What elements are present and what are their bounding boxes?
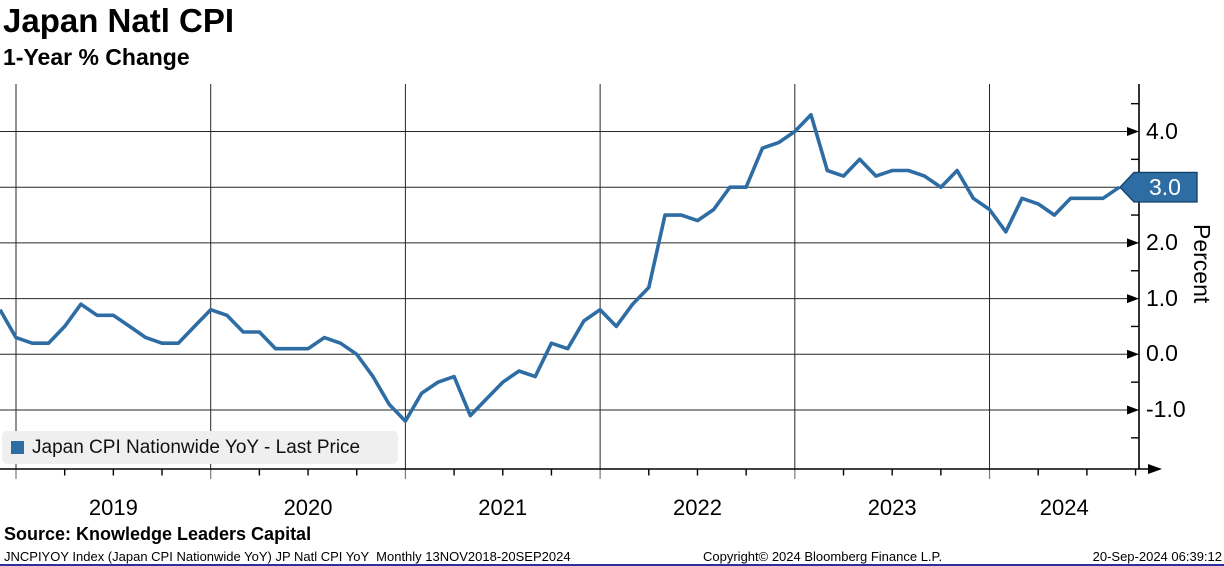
y-gridline-arrow (1127, 127, 1139, 136)
x-tick-label: 2024 (1039, 495, 1089, 520)
y-tick-label: 2.0 (1146, 228, 1178, 255)
legend-swatch-icon (11, 441, 24, 454)
chart-subtitle: 1-Year % Change (3, 44, 190, 70)
x-tick-label: 2021 (478, 495, 528, 520)
y-gridline-arrow (1127, 405, 1139, 415)
x-tick-label: 2022 (672, 495, 722, 520)
footer-copyright: Copyright© 2024 Bloomberg Finance L.P. (703, 549, 943, 564)
footer-meta: JNCPIYOY Index (Japan CPI Nationwide YoY… (4, 549, 571, 564)
y-gridline-arrow (1127, 294, 1139, 304)
legend: Japan CPI Nationwide YoY - Last Price (2, 431, 398, 464)
last-price-badge-shape (1119, 171, 1198, 203)
x-tick-label: 2019 (88, 495, 138, 520)
chart-title: Japan Natl CPI (3, 2, 235, 39)
x-tick-label: 2020 (283, 495, 333, 520)
last-price-badge: 3.0 (1149, 174, 1181, 201)
y-tick-label: 4.0 (1146, 117, 1178, 144)
y-axis-title: Percent (1189, 224, 1215, 304)
x-tick-label: 2023 (867, 495, 917, 520)
y-tick-label: 1.0 (1146, 284, 1178, 311)
x-axis-arrow (1148, 464, 1162, 474)
cpi-line-series (0, 113, 1121, 423)
bottom-border-line (0, 564, 1224, 566)
y-gridline-arrow (1127, 349, 1139, 359)
y-tick-label: -1.0 (1146, 396, 1186, 422)
source-line: Source: Knowledge Leaders Capital (4, 524, 312, 544)
y-tick-label: 0.0 (1146, 340, 1178, 367)
footer-timestamp: 20-Sep-2024 06:39:12 (1092, 549, 1222, 564)
legend-label: Japan CPI Nationwide YoY - Last Price (32, 436, 361, 458)
y-gridline-arrow (1127, 238, 1139, 248)
